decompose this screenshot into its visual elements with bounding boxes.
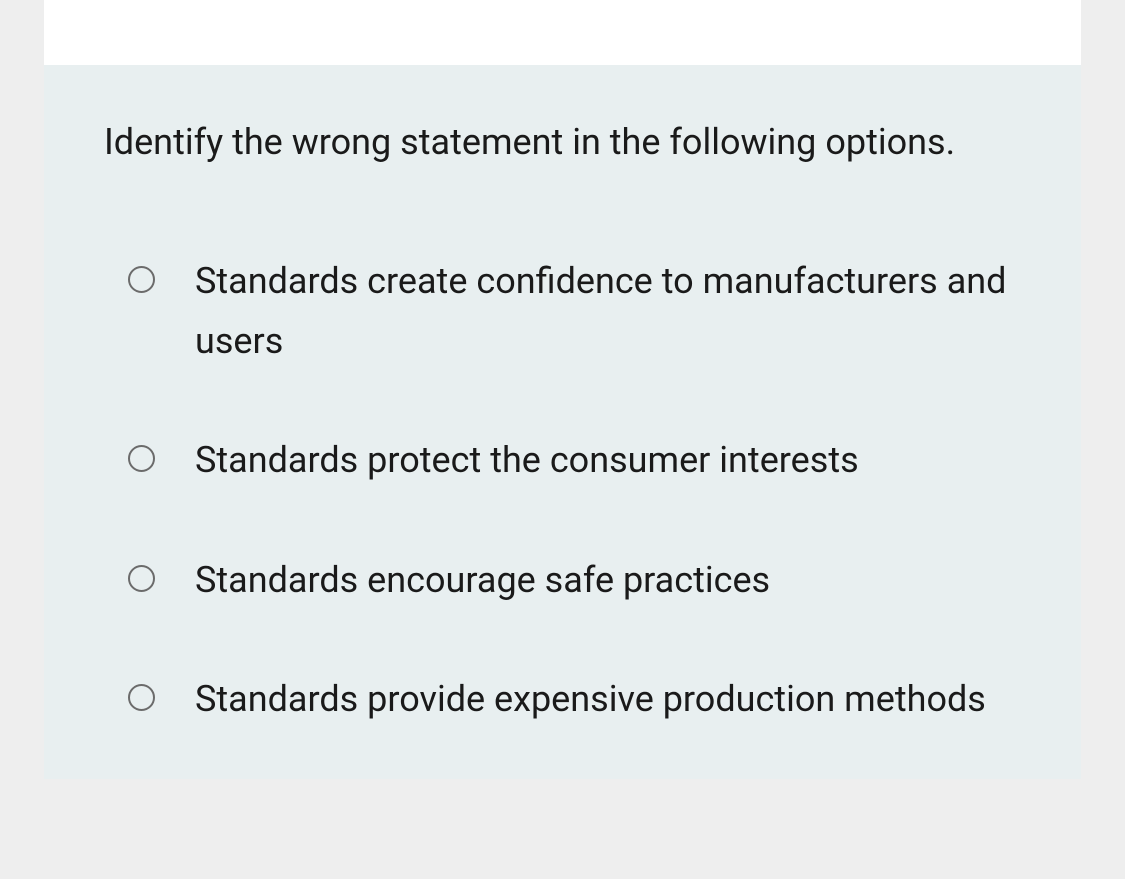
radio-icon[interactable]: [128, 684, 155, 711]
question-text: Identify the wrong statement in the foll…: [104, 113, 1021, 172]
option-row[interactable]: Standards encourage safe practices: [128, 551, 1021, 610]
question-panel: Identify the wrong statement in the foll…: [44, 65, 1081, 779]
page-container: Identify the wrong statement in the foll…: [0, 0, 1125, 879]
option-label: Standards protect the consumer interests: [195, 431, 859, 490]
option-label: Standards create confidence to manufactu…: [195, 252, 1021, 371]
options-list: Standards create confidence to manufactu…: [104, 252, 1021, 729]
radio-icon[interactable]: [128, 266, 155, 293]
radio-icon[interactable]: [128, 445, 155, 472]
option-label: Standards provide expensive production m…: [195, 670, 986, 729]
radio-icon[interactable]: [128, 565, 155, 592]
option-row[interactable]: Standards protect the consumer interests: [128, 431, 1021, 490]
option-row[interactable]: Standards create confidence to manufactu…: [128, 252, 1021, 371]
option-label: Standards encourage safe practices: [195, 551, 770, 610]
card-header-space: [44, 0, 1081, 65]
option-row[interactable]: Standards provide expensive production m…: [128, 670, 1021, 729]
